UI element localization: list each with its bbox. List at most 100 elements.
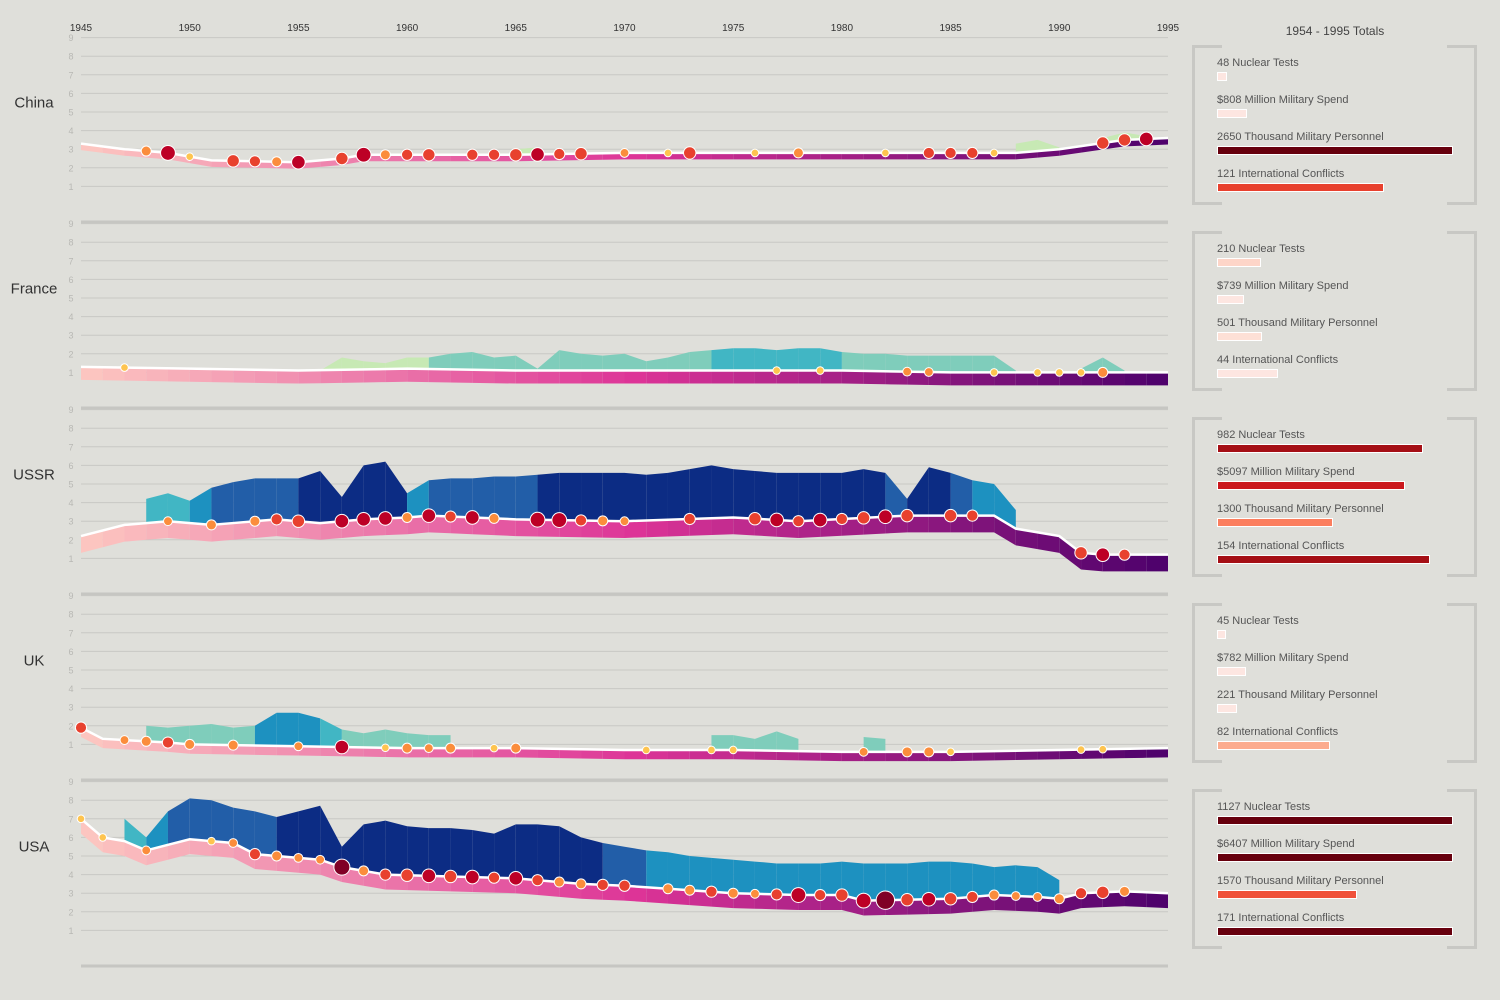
nuclear-test-point [291,154,306,170]
nuclear-test-point [750,888,760,899]
nuclear-test-point [553,876,565,888]
conflict-area-segment [754,470,777,520]
conflict-area-segment [450,478,473,518]
nuclear-test-point [444,510,457,523]
total-bar [1217,332,1262,341]
spend-band-segment [1124,891,1147,908]
nuclear-test-point [875,890,896,910]
spend-band-segment [994,750,1016,761]
y-tick-label: 2 [68,535,73,545]
spend-band-segment [646,887,668,904]
conflict-area-segment [689,465,712,519]
conflict-area-segment [276,478,299,522]
spend-band-segment [841,517,864,536]
total-bar-track [1217,518,1457,528]
total-label: 982 Nuclear Tests [1217,429,1305,441]
total-metric: 1570 Thousand Military Personnel [1217,875,1457,900]
conflict-area-segment [450,828,473,878]
bracket [1447,603,1477,763]
total-bar [1217,518,1333,527]
spend-band-segment [363,747,386,758]
spend-band-segment [1059,372,1082,386]
spend-band-segment [581,883,603,900]
x-tick-label: 1975 [722,23,745,34]
nuclear-test-point [792,147,804,159]
spend-band-segment [81,366,103,381]
bracket [1192,45,1222,205]
nuclear-test-point [510,742,522,754]
nuclear-test-point [185,152,194,161]
conflict-area-segment [581,472,603,521]
x-tick-label: 1985 [939,23,962,34]
nuclear-test-point [421,508,437,523]
conflict-area-segment [341,824,364,871]
conflict-area-segment [667,852,690,891]
conflict-area-segment [320,357,342,371]
nuclear-test-point [335,151,349,166]
spend-band-segment [841,751,864,762]
nuclear-test-point [989,368,999,377]
conflict-area-segment [211,723,234,746]
y-tick-label: 6 [68,833,73,843]
nuclear-test-point [466,148,479,161]
conflict-area-segment [798,472,821,522]
conflict-area-segment [841,469,864,519]
conflict-area-segment [711,735,734,750]
spend-band-segment [1037,372,1060,386]
total-bar-track [1217,109,1457,119]
spend-band-segment [1102,372,1125,386]
spend-band-segment [233,842,255,870]
nuclear-test-point [120,363,129,372]
nuclear-test-point [529,511,546,528]
total-bar [1217,444,1423,453]
y-tick-label: 6 [68,275,73,285]
nuclear-test-point [835,888,849,902]
spend-band-segment [167,742,190,754]
nuclear-test-point [184,738,196,750]
spend-band-segment [885,371,908,385]
nuclear-test-point [684,884,696,896]
nuclear-test-point [530,147,545,162]
conflict-area-segment [363,820,386,875]
spend-band-segment [341,369,364,383]
total-label: 121 International Conflicts [1217,168,1345,180]
x-tick-label: 1965 [505,23,528,34]
nuclear-test-point [226,154,240,168]
spend-band-segment [928,372,951,386]
spend-band-segment [667,370,690,384]
total-bar [1217,890,1357,899]
total-bar [1217,816,1453,825]
spend-band-segment [950,751,973,762]
x-tick-label: 1950 [179,23,202,34]
total-bar-track [1217,481,1457,491]
nuclear-test-point [248,155,262,168]
conflict-area-segment [254,712,277,746]
nuclear-test-point [333,858,351,876]
spend-band-segment [537,370,560,384]
spend-band-segment [972,751,995,761]
conflict-area-segment [189,487,212,525]
spend-band-segment [581,370,603,384]
spend-band-segment [841,370,864,384]
nuclear-test-point [381,743,390,753]
conflict-area-segment [928,861,951,900]
country-label: China [14,95,54,112]
conflict-area-segment [363,729,386,748]
total-label: $6407 Million Military Spend [1217,838,1355,850]
nuclear-test-point [487,871,501,884]
y-tick-label: 3 [68,889,73,899]
nuclear-test-point [508,871,524,886]
total-bar [1217,295,1245,304]
spend-band-segment [124,523,147,542]
spend-band-segment [233,745,255,755]
total-metric: 210 Nuclear Tests [1217,243,1457,268]
nuclear-test-point [207,836,216,846]
nuclear-test-point [858,746,869,757]
nuclear-test-point [465,869,480,885]
y-tick-label: 2 [68,907,73,917]
y-tick-label: 4 [68,126,73,136]
spend-band-segment [689,518,712,536]
conflict-area-segment [1015,865,1038,897]
nuclear-test-point [943,892,958,906]
conflict-area-segment [1102,357,1125,373]
